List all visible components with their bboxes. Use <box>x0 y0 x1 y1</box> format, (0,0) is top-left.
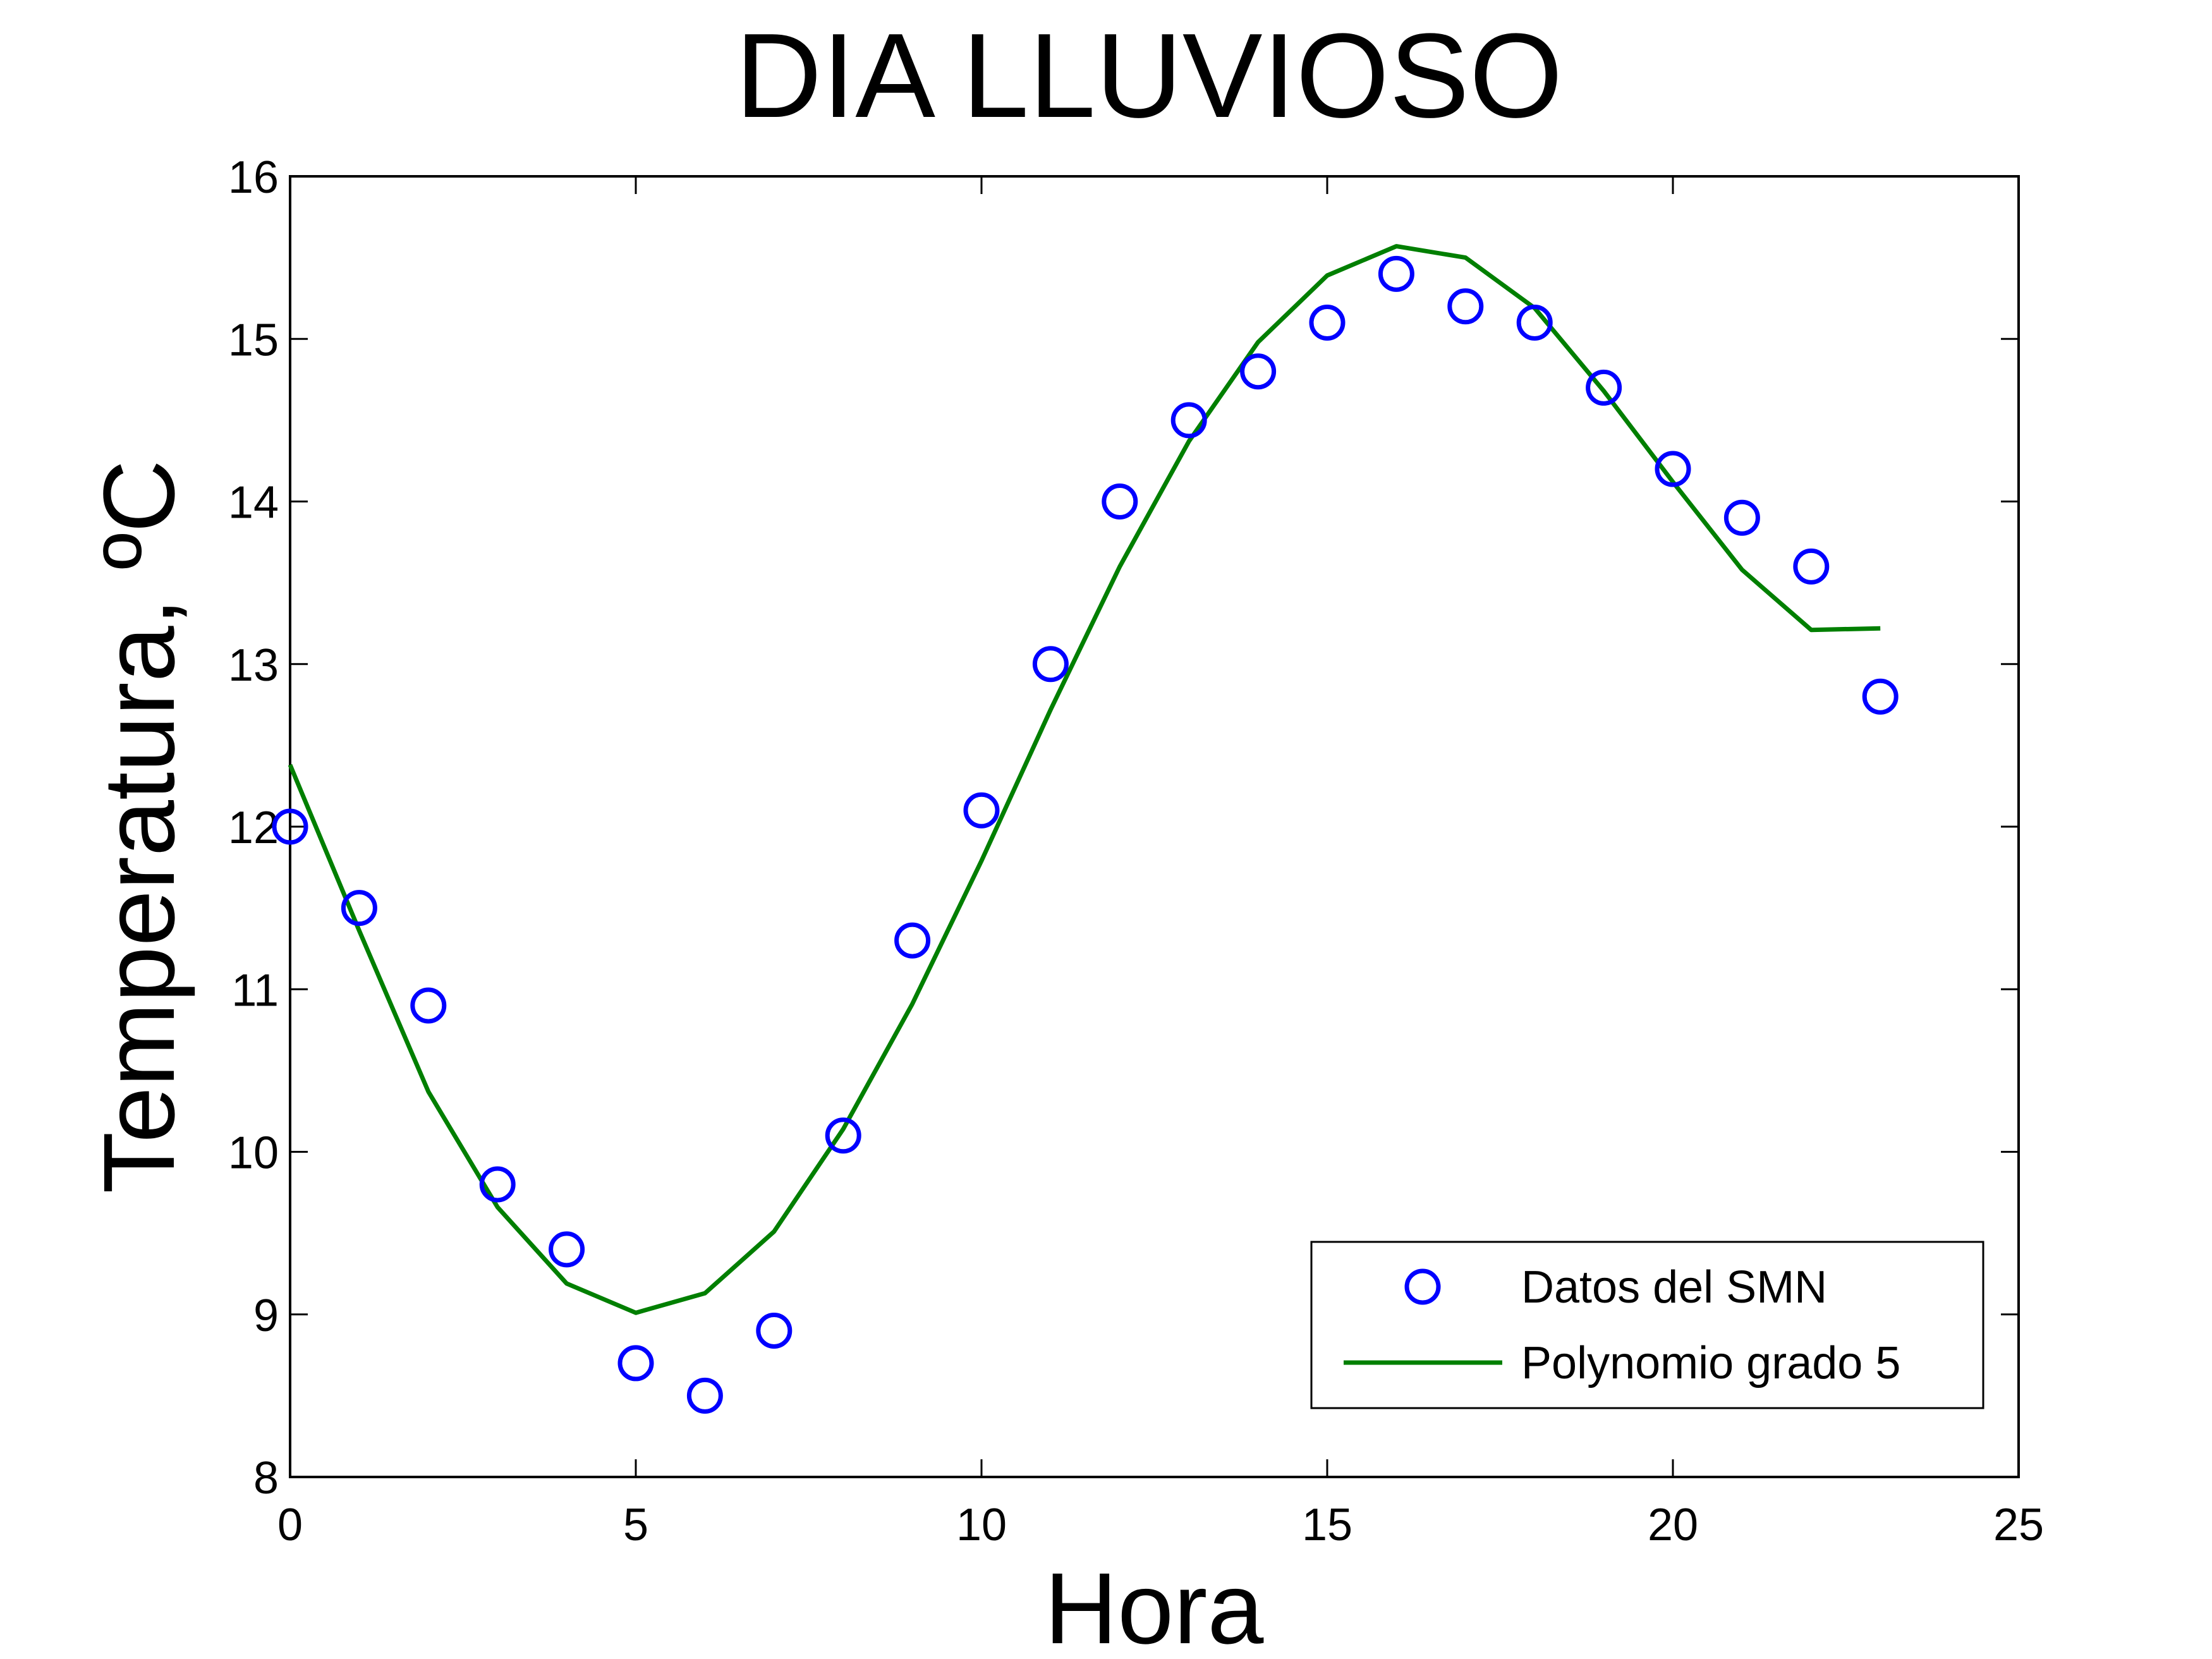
legend-marker-datos <box>1404 1268 1441 1305</box>
data-point-6 <box>686 1377 723 1414</box>
series-line-polynomio <box>288 244 1881 1315</box>
axis-tick-labels: 0 5 10 15 20 25 8 9 10 11 12 13 14 15 16 <box>228 152 2044 1550</box>
data-point-17 <box>1447 288 1484 325</box>
data-point-11 <box>1032 646 1069 683</box>
data-point-4 <box>549 1231 585 1268</box>
data-point-18 <box>1516 305 1553 341</box>
data-point-7 <box>756 1312 793 1349</box>
x-tick-label-5: 25 <box>1993 1500 2044 1550</box>
data-point-20 <box>1655 451 1691 487</box>
y-tick-label-6: 14 <box>228 478 279 528</box>
x-tick-label-4: 20 <box>1648 1500 1698 1550</box>
y-tick-label-8: 16 <box>228 152 279 203</box>
data-point-19 <box>1586 369 1622 406</box>
x-tick-label-3: 15 <box>1302 1500 1352 1550</box>
data-point-23 <box>1862 678 1899 715</box>
y-tick-label-1: 9 <box>253 1291 279 1341</box>
data-point-9 <box>894 922 931 959</box>
legend-label-datos: Datos del SMN <box>1521 1262 1827 1313</box>
axis-ticks <box>289 175 2020 1478</box>
data-point-14 <box>1240 353 1277 390</box>
x-axis-label: Hora <box>1045 1552 1264 1659</box>
data-point-2 <box>410 987 447 1024</box>
data-point-10 <box>963 792 1000 829</box>
y-tick-label-3: 11 <box>231 965 279 1016</box>
y-tick-label-2: 10 <box>228 1128 279 1179</box>
x-tick-label-2: 10 <box>956 1500 1007 1550</box>
data-point-16 <box>1378 255 1414 292</box>
data-point-5 <box>617 1345 654 1382</box>
y-axis-label: Temperatura, ºC <box>82 459 195 1193</box>
chart-title: DIA LLUVIOSO <box>735 9 1562 143</box>
data-point-12 <box>1102 483 1138 520</box>
x-tick-label-0: 0 <box>277 1500 303 1550</box>
legend: Datos del SMN Polynomio grado 5 <box>1310 1241 1984 1409</box>
x-tick-label-1: 5 <box>623 1500 648 1550</box>
data-point-8 <box>825 1117 861 1154</box>
data-point-15 <box>1309 305 1346 341</box>
data-point-1 <box>341 890 377 927</box>
data-point-13 <box>1170 402 1207 439</box>
y-tick-label-4: 12 <box>228 803 279 853</box>
data-point-0 <box>272 808 308 845</box>
y-tick-label-7: 15 <box>228 315 279 365</box>
data-point-3 <box>479 1166 516 1203</box>
data-point-22 <box>1793 548 1830 585</box>
legend-label-polynomio: Polynomio grado 5 <box>1521 1338 1900 1389</box>
y-tick-label-5: 13 <box>228 640 279 691</box>
y-tick-label-0: 8 <box>253 1453 279 1504</box>
data-point-21 <box>1723 499 1760 536</box>
data-series <box>272 244 1899 1414</box>
